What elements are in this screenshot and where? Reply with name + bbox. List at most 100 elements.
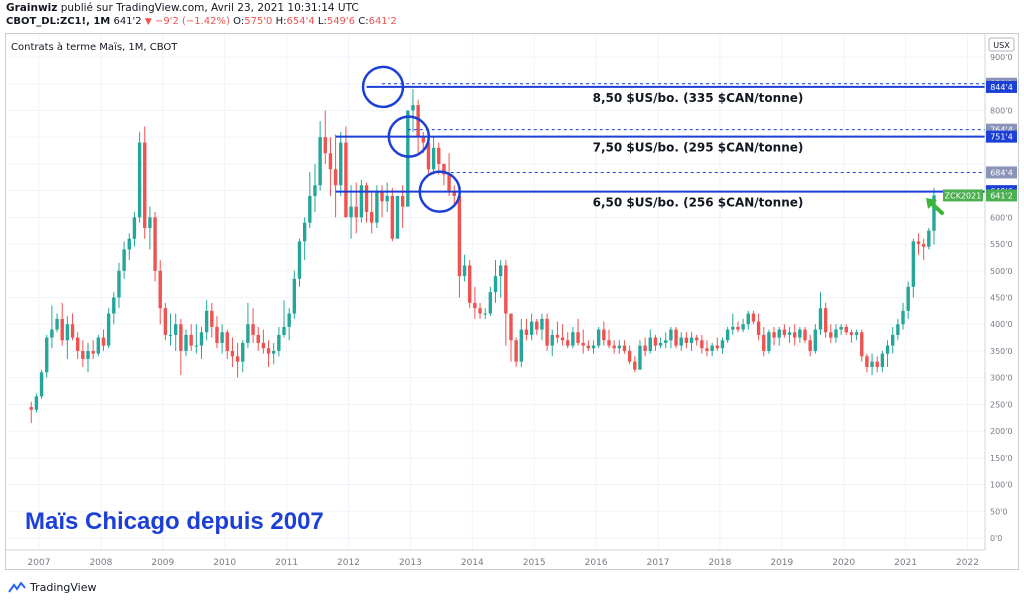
candle (581, 342, 585, 346)
candle (354, 206, 358, 218)
candle (282, 326, 286, 335)
candle (210, 310, 214, 327)
candle (927, 230, 931, 247)
x-tick-label: 2019 (770, 558, 793, 568)
price-axis-tag-text: 844'4 (990, 83, 1013, 92)
candle (782, 329, 787, 335)
symbol-line: CBOT_DL:ZC1!, 1M 641'2 ▼ −9'2 (−1.42%) O… (6, 16, 397, 27)
candle (674, 329, 678, 346)
candle (452, 190, 456, 196)
price-axis-tag (986, 130, 1017, 143)
candle (297, 241, 302, 279)
candle (344, 142, 348, 218)
chart-frame (5, 33, 1019, 570)
candle (891, 334, 895, 346)
candle (612, 345, 616, 349)
candle (658, 342, 663, 346)
candle (406, 110, 410, 207)
candle (803, 329, 807, 341)
candle (684, 337, 689, 343)
candle (638, 345, 642, 370)
candle (246, 324, 250, 343)
candle (184, 334, 188, 351)
candle (483, 313, 487, 315)
price-axis-tag-text: 751'4 (990, 133, 1013, 142)
candle (194, 345, 199, 347)
candle (287, 313, 291, 327)
candle (277, 334, 281, 351)
candle (792, 332, 797, 338)
candle (421, 137, 425, 143)
candle (576, 332, 580, 343)
candle (462, 265, 467, 277)
x-tick-label: 2018 (708, 558, 731, 568)
candle (772, 332, 776, 338)
price-axis-tag-text: 641'2 (990, 191, 1013, 200)
candle (117, 270, 121, 298)
candle (586, 345, 591, 349)
candle (911, 241, 916, 287)
candle (416, 105, 420, 138)
candle (323, 137, 327, 154)
candle (385, 195, 389, 202)
candle (153, 217, 157, 271)
candle (230, 350, 235, 357)
candle (509, 313, 513, 341)
candle (411, 105, 415, 111)
candle (328, 153, 333, 170)
candle (468, 265, 472, 303)
candle (380, 190, 384, 202)
candle (705, 348, 709, 351)
candle (798, 329, 802, 338)
candle (272, 350, 276, 354)
candle (488, 292, 493, 314)
candle (607, 340, 611, 346)
candle (777, 329, 781, 338)
y-tick-label: 0'0 (990, 534, 1002, 543)
x-tick-label: 2010 (213, 558, 236, 568)
candle (829, 332, 833, 338)
price-axis-tag (986, 166, 1017, 179)
x-tick-label: 2014 (461, 558, 484, 568)
candle (349, 206, 353, 218)
candle (137, 142, 142, 218)
x-tick-label: 2009 (151, 558, 174, 568)
candle (91, 350, 95, 354)
candle (251, 324, 255, 335)
y-tick-label: 550'0 (990, 240, 1013, 249)
candle (96, 337, 101, 354)
candle (375, 190, 379, 223)
candle (870, 361, 874, 367)
candle (689, 337, 694, 343)
y-tick-label: 800'0 (990, 106, 1013, 115)
candle (215, 326, 219, 343)
x-tick-label: 2021 (894, 558, 917, 568)
candle (555, 334, 560, 338)
high-value: 654'4 (286, 16, 315, 27)
publisher-line: Grainwiz publié sur TradingView.com, Avr… (6, 2, 359, 14)
big-title: Maïs Chicago depuis 2007 (25, 508, 324, 535)
candle (854, 332, 859, 335)
y-tick-label: 450'0 (990, 294, 1013, 303)
candle (921, 244, 926, 247)
candle (823, 308, 828, 333)
candle (339, 142, 343, 186)
candle (204, 310, 209, 333)
candle (741, 324, 745, 330)
x-tick-label: 2015 (523, 558, 546, 568)
close-value: 641'2 (368, 16, 397, 27)
candle (865, 356, 869, 367)
candle (225, 332, 229, 351)
candle (199, 332, 204, 346)
candle (715, 345, 720, 349)
candle (302, 222, 307, 242)
y-tick-label: 400'0 (990, 320, 1013, 329)
currency-box (988, 37, 1015, 52)
candle (756, 321, 761, 335)
candle (767, 332, 771, 351)
price-axis-tag (986, 80, 1017, 93)
candle (633, 361, 637, 370)
candle (493, 276, 498, 293)
x-tick-label: 2007 (28, 558, 51, 568)
